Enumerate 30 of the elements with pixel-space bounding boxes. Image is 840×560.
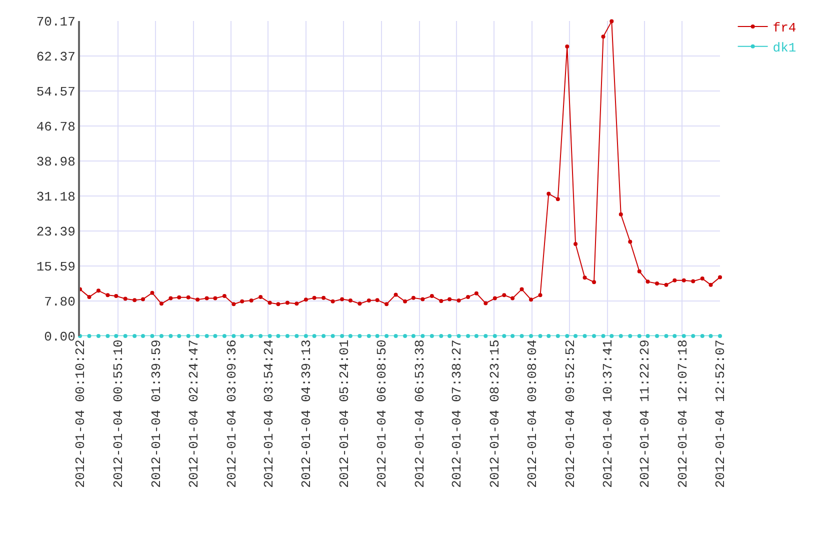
y-tick-label: 46.78 — [36, 120, 76, 135]
y-tick-label: 54.57 — [36, 84, 76, 100]
x-tick-label: 2012-01-04 06:08:50 — [374, 340, 390, 488]
x-tick-label: 2012-01-04 00:10:22 — [73, 340, 88, 488]
x-tick-label: 2012-01-04 00:55:10 — [111, 340, 126, 488]
x-tick-label: 2012-01-04 03:54:24 — [261, 339, 276, 488]
y-tick-label: 23.39 — [36, 224, 76, 240]
y-tick-label: 38.98 — [36, 154, 76, 170]
y-tick-label: 62.37 — [36, 50, 76, 65]
legend-label: dk1 — [772, 40, 796, 56]
x-tick-label: 2012-01-04 06:53:38 — [412, 340, 428, 488]
x-tick-label: 2012-01-04 12:07:18 — [675, 340, 690, 488]
x-tick-label: 2012-01-04 04:39:13 — [299, 340, 314, 488]
y-tick-label: 70.17 — [36, 14, 76, 30]
x-tick-label: 2012-01-04 07:38:27 — [449, 340, 464, 488]
x-tick-label: 2012-01-04 01:39:59 — [148, 340, 164, 488]
x-tick-label: 2012-01-04 02:24:47 — [186, 340, 202, 488]
x-tick-label: 2012-01-04 10:37:41 — [600, 339, 616, 488]
x-tick-label: 2012-01-04 12:52:07 — [713, 340, 728, 488]
x-tick-label: 2012-01-04 11:22:29 — [638, 340, 653, 488]
x-tick-label: 2012-01-04 09:08:04 — [525, 339, 540, 488]
y-tick-label: 15.59 — [36, 260, 76, 275]
y-tick-label: 7.80 — [44, 294, 76, 310]
x-tick-label: 2012-01-04 05:24:01 — [336, 339, 352, 488]
x-tick-label: 2012-01-04 09:52:52 — [562, 340, 578, 488]
y-tick-label: 31.18 — [36, 190, 76, 205]
legend-label: fr4 — [772, 20, 796, 36]
x-tick-label: 2012-01-04 08:23:15 — [487, 340, 502, 488]
y-tick-label: 0.00 — [44, 330, 76, 345]
x-tick-label: 2012-01-04 03:09:36 — [224, 340, 240, 488]
